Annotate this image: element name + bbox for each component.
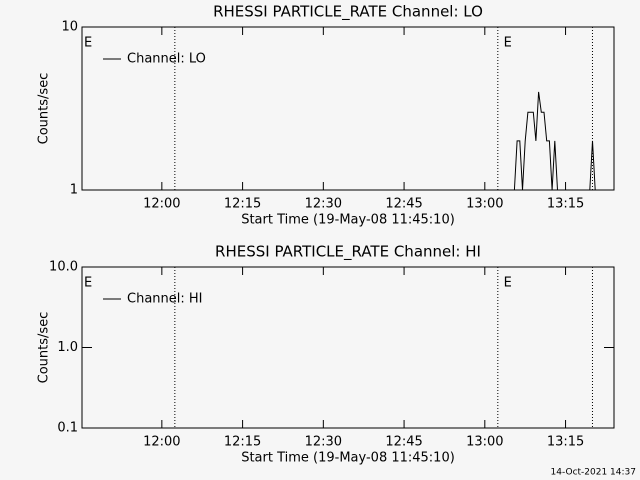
legend-label: Channel: LO (127, 52, 206, 67)
x-tick-label: 12:00 (143, 197, 180, 212)
x-axis-label: Start Time (19-May-08 11:45:10) (241, 213, 455, 228)
y-tick-label: 0.1 (57, 421, 78, 436)
annotation: E (504, 276, 512, 291)
x-axis-label: Start Time (19-May-08 11:45:10) (241, 451, 455, 466)
x-tick-label: 12:00 (143, 435, 180, 450)
footer: 14-Oct-2021 14:37 (551, 468, 636, 478)
annotation: E (84, 36, 92, 51)
y-axis-label: Counts/sec (37, 312, 52, 384)
x-tick-label: 12:45 (385, 197, 422, 212)
x-tick-label: 13:15 (547, 435, 584, 450)
annotation: E (504, 36, 512, 51)
legend-label: Channel: HI (127, 292, 203, 307)
annotation: E (84, 276, 92, 291)
y-tick-label: 1 (70, 183, 78, 198)
x-tick-label: 12:45 (385, 435, 422, 450)
x-tick-label: 13:15 (547, 197, 584, 212)
plot-frame (81, 26, 615, 191)
y-tick-label: 10.0 (49, 260, 78, 275)
data-line (513, 91, 596, 191)
x-tick-label: 12:30 (305, 197, 342, 212)
chart-title: RHESSI PARTICLE_RATE Channel: HI (215, 243, 481, 262)
x-tick-label: 13:00 (466, 197, 503, 212)
y-tick-label: 10 (61, 20, 78, 35)
y-axis-label: Counts/sec (37, 73, 52, 145)
x-tick-label: 13:00 (466, 435, 503, 450)
chart-title: RHESSI PARTICLE_RATE Channel: LO (213, 3, 483, 22)
x-tick-label: 12:30 (305, 435, 342, 450)
x-tick-label: 12:15 (224, 435, 261, 450)
x-tick-label: 12:15 (224, 197, 261, 212)
y-tick-label: 1.0 (57, 340, 78, 355)
